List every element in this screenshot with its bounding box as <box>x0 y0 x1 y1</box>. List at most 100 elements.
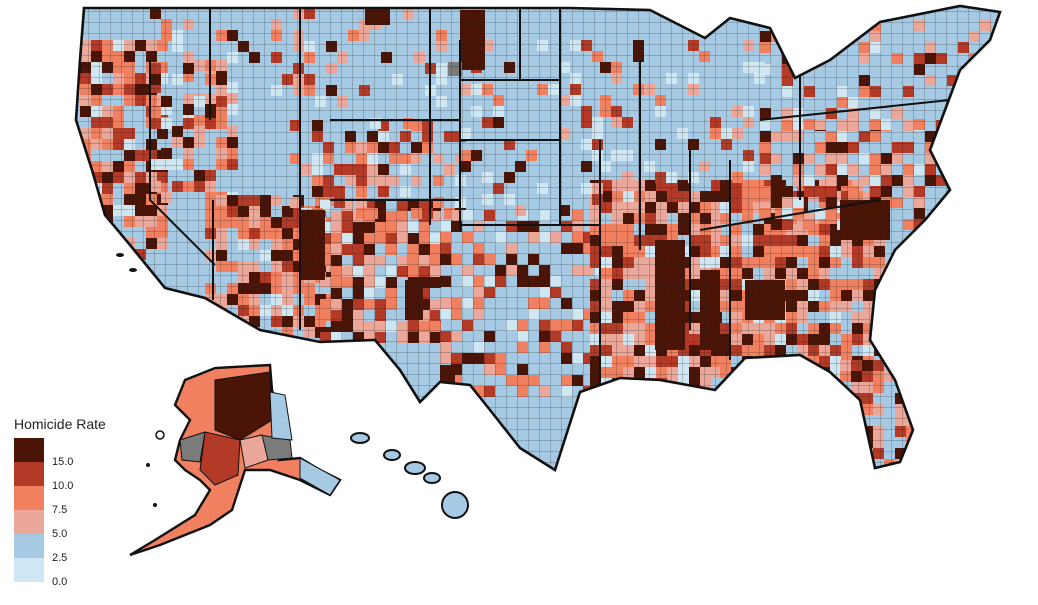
legend-swatch-1 <box>14 438 44 462</box>
map-legend: Homicide Rate 15.0 10.0 7.5 5.0 2.5 0.0 <box>14 414 154 594</box>
county-patch <box>601 389 612 400</box>
county-patch <box>874 323 885 334</box>
county-patch <box>80 238 91 249</box>
county-patch <box>238 327 249 338</box>
county-patch <box>700 389 711 400</box>
county-patch <box>840 415 851 426</box>
alaska-island-3 <box>153 503 157 507</box>
hawaii-island-5 <box>441 491 469 519</box>
county-patch <box>623 389 634 400</box>
legend-tick-5: 5.0 <box>52 528 68 540</box>
county-patch <box>80 194 91 205</box>
hawaii-island-4 <box>423 472 441 484</box>
alaska-county-nodata <box>179 431 206 463</box>
island-ca-1 <box>116 253 124 257</box>
county-patch <box>80 172 91 183</box>
county-patch <box>958 119 969 130</box>
county-patch <box>102 227 113 238</box>
county-patch <box>227 327 238 338</box>
county-patch <box>590 389 601 400</box>
county-patch <box>797 367 808 378</box>
legend-tick-15: 15.0 <box>52 456 74 468</box>
county-patch <box>840 448 851 459</box>
county-patch <box>840 404 851 415</box>
hawaii-island-2 <box>383 449 401 461</box>
county-patch <box>91 238 102 249</box>
alaska-county-pink <box>239 434 269 469</box>
hawaii-island-1 <box>350 432 370 444</box>
county-patch <box>91 205 102 216</box>
county-patch <box>80 183 91 194</box>
county-patch <box>936 142 947 153</box>
alaska-county-dark <box>214 371 273 441</box>
county-patch <box>804 20 815 31</box>
county-patch <box>874 312 885 323</box>
county-patch <box>936 153 947 164</box>
county-patch <box>947 219 958 230</box>
county-patch <box>936 208 947 219</box>
alaska-panhandle <box>299 457 341 496</box>
county-patch <box>906 448 917 459</box>
county-patch <box>862 459 873 470</box>
county-patch <box>874 301 885 312</box>
county-patch <box>851 426 862 437</box>
county-patch <box>808 367 819 378</box>
county-patch <box>753 367 764 378</box>
county-patch <box>947 131 958 142</box>
legend-tick-0: 0.0 <box>52 576 68 588</box>
county-patch <box>969 64 980 75</box>
county-patch <box>958 75 969 86</box>
county-patch <box>874 334 885 345</box>
county-patch <box>925 219 936 230</box>
county-patch <box>851 448 862 459</box>
legend-tick-7-5: 7.5 <box>52 504 68 516</box>
county-patch <box>102 249 113 260</box>
county-patch <box>991 119 1000 130</box>
county-patch <box>837 31 848 42</box>
county-patch <box>689 389 700 400</box>
county-patch <box>678 389 689 400</box>
county-patch <box>80 227 91 238</box>
county-patch <box>764 367 775 378</box>
county-patch <box>91 227 102 238</box>
legend-title: Homicide Rate <box>14 416 106 432</box>
alaska-county-blue <box>269 391 293 441</box>
county-patch <box>851 459 862 470</box>
county-patch <box>958 97 969 108</box>
county-patch <box>969 108 980 119</box>
county-patch <box>205 327 216 338</box>
county-patch <box>742 367 753 378</box>
county-patch <box>80 249 91 260</box>
county-patch <box>612 389 623 400</box>
county-patch <box>782 20 793 31</box>
county-patch <box>840 459 851 470</box>
legend-swatch-3 <box>14 486 44 510</box>
county-patch <box>991 42 1000 53</box>
county-patch <box>815 42 826 53</box>
legend-swatch-5 <box>14 534 44 558</box>
alaska-island <box>155 430 165 440</box>
state-border <box>699 199 881 231</box>
county-patch <box>775 356 786 367</box>
island-ca-2 <box>129 268 137 272</box>
legend-swatch-4 <box>14 510 44 534</box>
legend-tick-10: 10.0 <box>52 480 74 492</box>
county-patch <box>906 382 917 393</box>
county-patch <box>947 175 958 186</box>
county-patch <box>837 20 848 31</box>
county-patch <box>906 393 917 404</box>
county-patch <box>947 119 958 130</box>
county-patch <box>947 197 958 208</box>
county-patch <box>645 389 656 400</box>
legend-swatch-6 <box>14 558 44 582</box>
county-patch <box>216 327 227 338</box>
county-patch <box>936 219 947 230</box>
county-patch <box>969 119 980 130</box>
county-patch <box>851 437 862 448</box>
alaska-county-red <box>199 431 241 486</box>
county-patch <box>216 316 227 327</box>
county-patch <box>91 216 102 227</box>
county-patch <box>80 205 91 216</box>
